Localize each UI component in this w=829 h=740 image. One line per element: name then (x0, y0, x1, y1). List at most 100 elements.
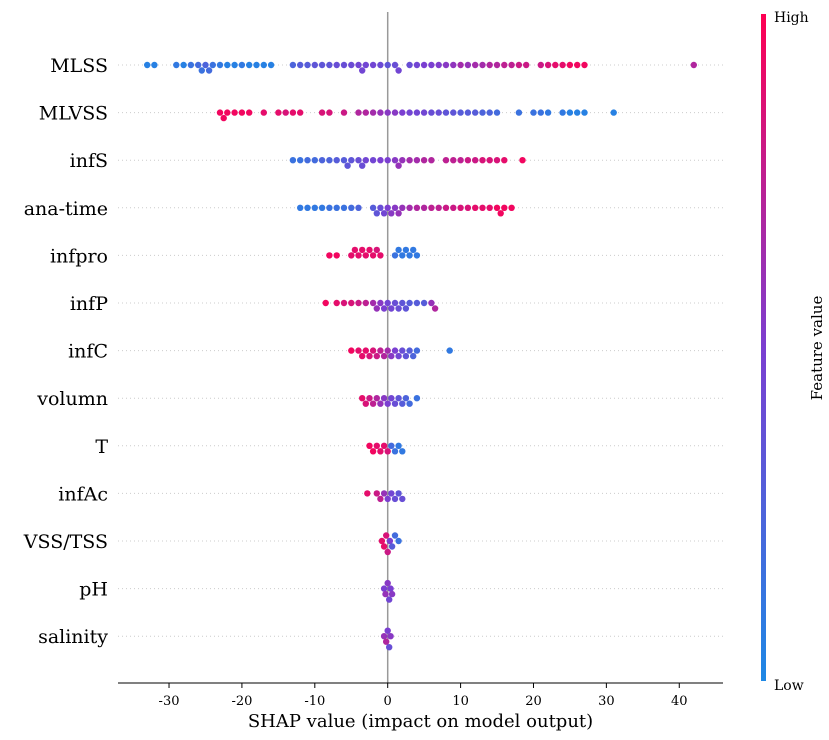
shap-point (246, 109, 253, 116)
shap-point (464, 61, 472, 69)
shap-point (399, 400, 406, 407)
shap-point (457, 61, 464, 69)
shap-point (373, 305, 380, 312)
shap-point (472, 157, 479, 164)
shap-point (297, 157, 304, 164)
shap-point (501, 204, 508, 211)
shap-point (359, 67, 366, 74)
shap-point (406, 157, 413, 164)
shap-point (497, 210, 504, 217)
shap-point (355, 109, 362, 116)
shap-point (574, 61, 581, 69)
shap-point (369, 157, 377, 164)
shap-point (450, 109, 457, 116)
shap-point (486, 204, 493, 211)
shap-point (340, 61, 348, 69)
shap-point (388, 305, 395, 312)
shap-point (359, 395, 366, 402)
shap-point (318, 204, 326, 211)
shap-point (238, 109, 246, 116)
shap-point (428, 109, 435, 116)
shap-point (377, 252, 384, 259)
shap-point (410, 246, 417, 254)
points-layer (144, 61, 697, 651)
shap-point (311, 204, 318, 211)
shap-point (406, 299, 413, 307)
shap-point (355, 299, 362, 307)
shap-point (479, 61, 486, 69)
feature-label: infS (70, 150, 108, 172)
shap-point (369, 109, 377, 116)
shap-point (395, 305, 402, 312)
shap-point (388, 352, 395, 360)
shap-point (413, 157, 421, 164)
colorbar-low-label: Low (774, 678, 804, 694)
shap-point (348, 61, 355, 69)
shap-point (260, 61, 267, 69)
shap-point (399, 204, 406, 211)
feature-label: MLSS (50, 55, 108, 77)
shap-point (348, 252, 355, 259)
feature-label: VSS/TSS (23, 531, 108, 553)
shap-point (610, 109, 617, 116)
shap-point (559, 109, 566, 116)
shap-point (399, 299, 406, 307)
shap-point (198, 67, 205, 74)
shap-point (388, 490, 395, 497)
shap-point (450, 61, 457, 69)
shap-point (383, 532, 390, 539)
shap-point (399, 495, 406, 503)
shap-point (391, 448, 399, 455)
shap-point (413, 395, 421, 402)
shap-point (144, 61, 151, 69)
shap-point (253, 61, 260, 69)
shap-point (326, 61, 333, 69)
shap-point (435, 204, 442, 211)
shap-point (479, 204, 486, 211)
shap-point (340, 109, 348, 116)
shap-point (380, 442, 388, 449)
shap-point (402, 305, 410, 312)
shap-point (322, 299, 329, 307)
shap-point (373, 210, 380, 217)
shap-point (391, 252, 399, 259)
shap-point (380, 585, 388, 592)
x-tick-label: -20 (231, 694, 252, 709)
shap-point (362, 299, 369, 307)
shap-point (413, 109, 421, 116)
shap-point (373, 352, 380, 360)
feature-label: infpro (50, 245, 108, 267)
shap-point (406, 204, 413, 211)
shap-point (450, 157, 457, 164)
shap-point (364, 490, 371, 497)
shap-point (384, 548, 391, 556)
shap-point (442, 157, 450, 164)
shap-point (260, 109, 267, 116)
shap-point (493, 157, 501, 164)
shap-point (238, 61, 246, 69)
shap-point (366, 395, 373, 402)
shap-point (377, 109, 384, 116)
shap-point (362, 61, 369, 69)
shap-point (348, 299, 355, 307)
shap-point (359, 246, 366, 254)
shap-point (318, 109, 326, 116)
shap-point (399, 109, 406, 116)
shap-point (340, 299, 348, 307)
shap-point (544, 61, 552, 69)
shap-point (537, 109, 544, 116)
shap-point (348, 157, 355, 164)
shap-point (377, 448, 384, 455)
shap-point (377, 400, 384, 407)
shap-point (472, 204, 479, 211)
shap-point (384, 627, 391, 634)
x-tick-label: -30 (159, 694, 180, 709)
shap-point (410, 352, 417, 360)
shap-point (333, 299, 340, 307)
shap-point (519, 157, 526, 164)
shap-point (523, 61, 530, 69)
shap-point (384, 579, 391, 587)
shap-point (216, 61, 224, 69)
shap-point (399, 347, 406, 354)
